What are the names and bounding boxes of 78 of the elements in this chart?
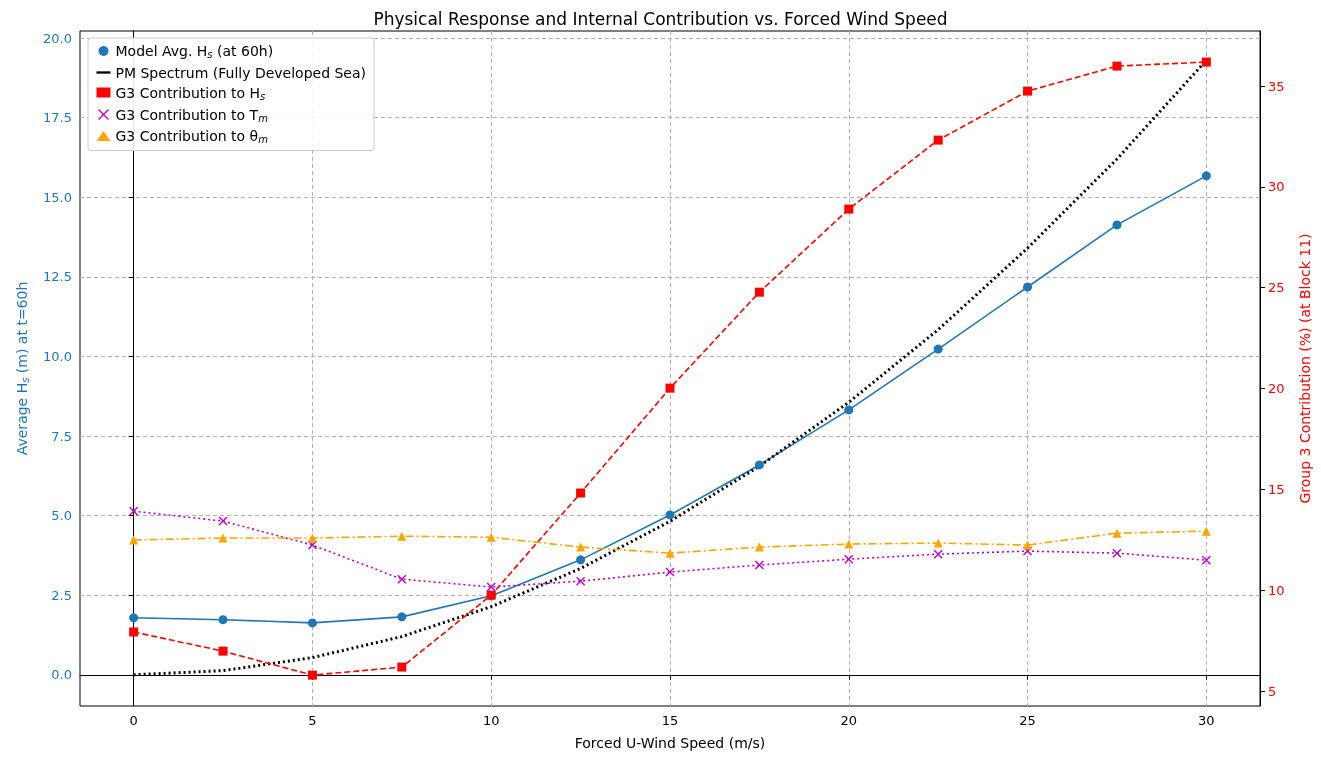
y2-tick-label: 25 (1268, 280, 1285, 296)
point (486, 582, 496, 592)
x-tick-label: 15 (661, 713, 679, 728)
point (1112, 220, 1122, 230)
y2-tick-label: 5 (1268, 683, 1277, 699)
y-tick-label: 15.0 (43, 189, 72, 205)
point (933, 549, 943, 559)
point (1022, 546, 1033, 556)
y-tick-label: 20.0 (43, 30, 72, 46)
point (307, 618, 317, 628)
x-tick-label: 30 (1198, 713, 1215, 728)
point (218, 615, 228, 625)
point (1112, 61, 1122, 71)
point (397, 662, 407, 672)
point (397, 574, 407, 584)
point (1023, 86, 1033, 96)
point (576, 542, 586, 552)
point (576, 488, 586, 498)
x-tick-label: 10 (482, 713, 500, 728)
x-tick-label: 0 (129, 713, 138, 728)
point (397, 612, 407, 622)
point (129, 535, 139, 545)
x-tick-label: 5 (308, 713, 317, 728)
y-tick-label: 7.5 (51, 428, 72, 444)
point (128, 506, 139, 516)
y2-tick-label: 35 (1268, 78, 1285, 94)
y-tick-label: 2.5 (51, 587, 72, 603)
y2-tick-label: 15 (1268, 481, 1285, 497)
point (1023, 282, 1033, 292)
y-tick-label: 17.5 (43, 110, 72, 126)
point (844, 539, 854, 549)
point (665, 567, 675, 577)
point (129, 613, 139, 623)
point (129, 627, 139, 637)
point (218, 533, 228, 543)
point (1201, 171, 1211, 181)
y-tick-label: 5.0 (51, 508, 72, 524)
point (576, 555, 586, 565)
point (665, 383, 675, 393)
point (844, 405, 854, 415)
point (754, 287, 764, 297)
y2-tick-label: 20 (1268, 381, 1285, 397)
point (1201, 555, 1212, 565)
point (1201, 57, 1211, 67)
point (307, 670, 317, 680)
point (844, 204, 854, 214)
point (754, 542, 764, 552)
point (933, 344, 943, 354)
chart-title: Physical Response and Internal Contribution vs. Forced Wind Speed (373, 8, 948, 29)
point (575, 576, 586, 586)
point (397, 531, 407, 541)
point (754, 560, 765, 570)
point (486, 532, 496, 542)
y2-axis-title: Group 3 Contribution (%) (at Block 11) (1297, 233, 1313, 504)
point (933, 538, 943, 548)
point (1201, 526, 1211, 536)
point (665, 548, 675, 558)
point (844, 554, 854, 564)
x-axis-title: Forced U-Wind Speed (m/s) (574, 735, 766, 751)
y-axis-title: Average Hs (m) at t=60h (13, 281, 31, 456)
point (1112, 548, 1122, 558)
y2-tick-label: 30 (1268, 179, 1285, 195)
point (218, 646, 228, 656)
y-tick-label: 10.0 (43, 348, 72, 364)
y-tick-label: 12.5 (43, 269, 72, 285)
point (1112, 528, 1122, 538)
point (307, 540, 318, 550)
point (933, 135, 943, 145)
legend-label: PM Spectrum (Fully Developed Sea) (115, 64, 367, 81)
y-tick-label: 0.0 (51, 667, 72, 683)
point (754, 460, 764, 470)
y2-tick-label: 10 (1268, 582, 1285, 598)
point (218, 516, 228, 526)
x-tick-label: 25 (1019, 713, 1036, 728)
x-tick-label: 20 (840, 713, 858, 728)
point (307, 533, 317, 543)
point (1023, 540, 1033, 550)
point (665, 510, 675, 520)
